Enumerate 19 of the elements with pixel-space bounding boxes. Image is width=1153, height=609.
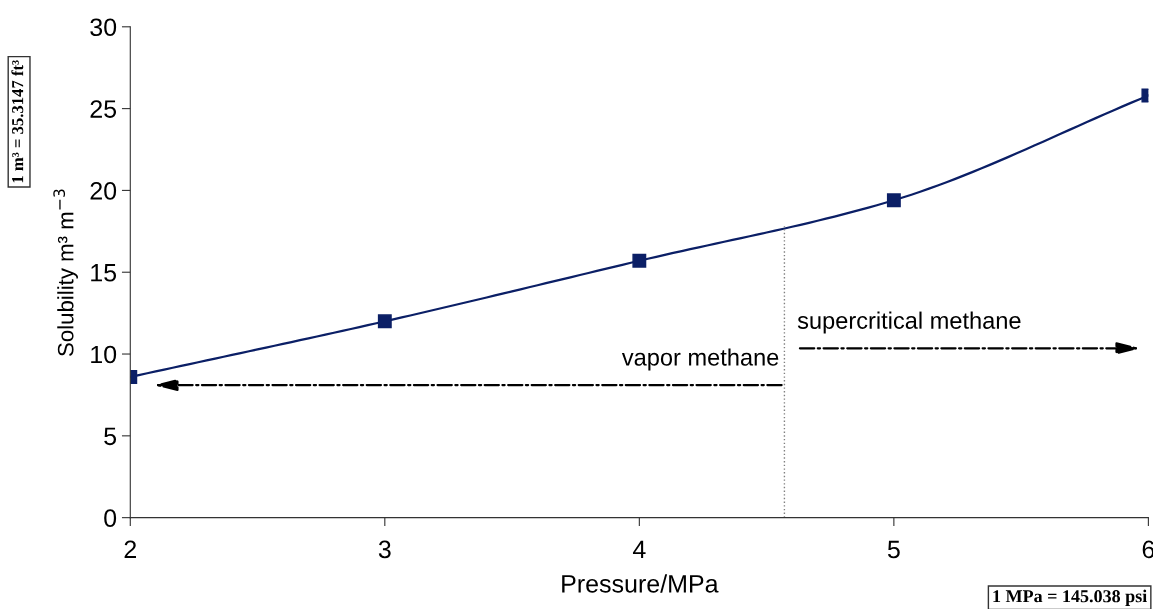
x-tick-label: 5 — [887, 540, 900, 559]
y-tick-label: 15 — [91, 264, 117, 282]
y-tick-label: 30 — [90, 18, 117, 37]
text: 1 m³ = 35.3147 ft³ — [11, 60, 24, 183]
y-tick-label: 20 — [90, 182, 117, 200]
y-tick-label: 25 — [90, 100, 117, 118]
annotation: supercritical methane — [797, 311, 1021, 334]
x-tick-label: 3 — [378, 540, 391, 559]
y-axis-title: Solubility m³ m$^{−3}$ — [53, 189, 78, 356]
y-tick-label: 5 — [104, 427, 117, 446]
text: 1 MPa = 145.038 psi — [993, 589, 1147, 606]
annotation: vapor methane — [621, 348, 779, 371]
x-tick-label: 2 — [124, 540, 136, 558]
y-tick-label: 0 — [104, 509, 117, 527]
point — [632, 253, 647, 268]
x-axis-title: Pressure/MPa — [562, 574, 719, 593]
point — [886, 193, 901, 208]
y-tick-label: 10 — [91, 345, 117, 364]
x-tick-label: 4 — [632, 540, 646, 558]
